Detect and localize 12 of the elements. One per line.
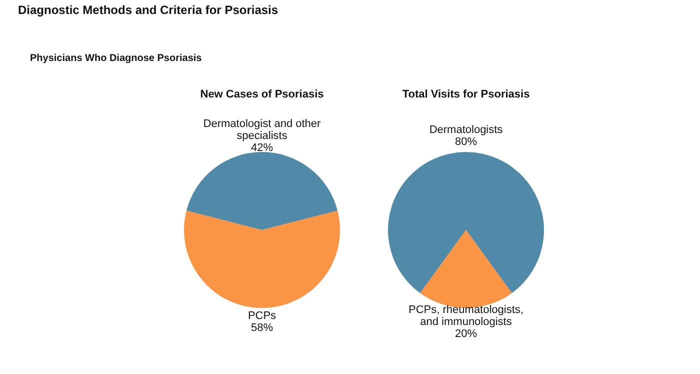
slice-label: PCPs, rheumatologists, and immunologists bbox=[408, 304, 524, 328]
slice-label: Dermatologist and other specialists bbox=[203, 118, 322, 142]
data-label: 80% bbox=[454, 136, 478, 148]
data-label: 20% bbox=[454, 328, 478, 340]
data-label: 42% bbox=[250, 142, 274, 154]
text: Diagnostic Methods and Criteria for Psoriasis bbox=[18, 3, 278, 17]
chart-title: Total Visits for Psoriasis bbox=[402, 88, 530, 100]
slice-label: Dermatologists bbox=[429, 124, 504, 136]
chart-title: New Cases of Psoriasis bbox=[200, 88, 324, 100]
text: Physicians Who Diagnose Psoriasis bbox=[30, 53, 202, 64]
data-label: 58% bbox=[250, 322, 274, 334]
slice-label: PCPs bbox=[248, 310, 277, 322]
